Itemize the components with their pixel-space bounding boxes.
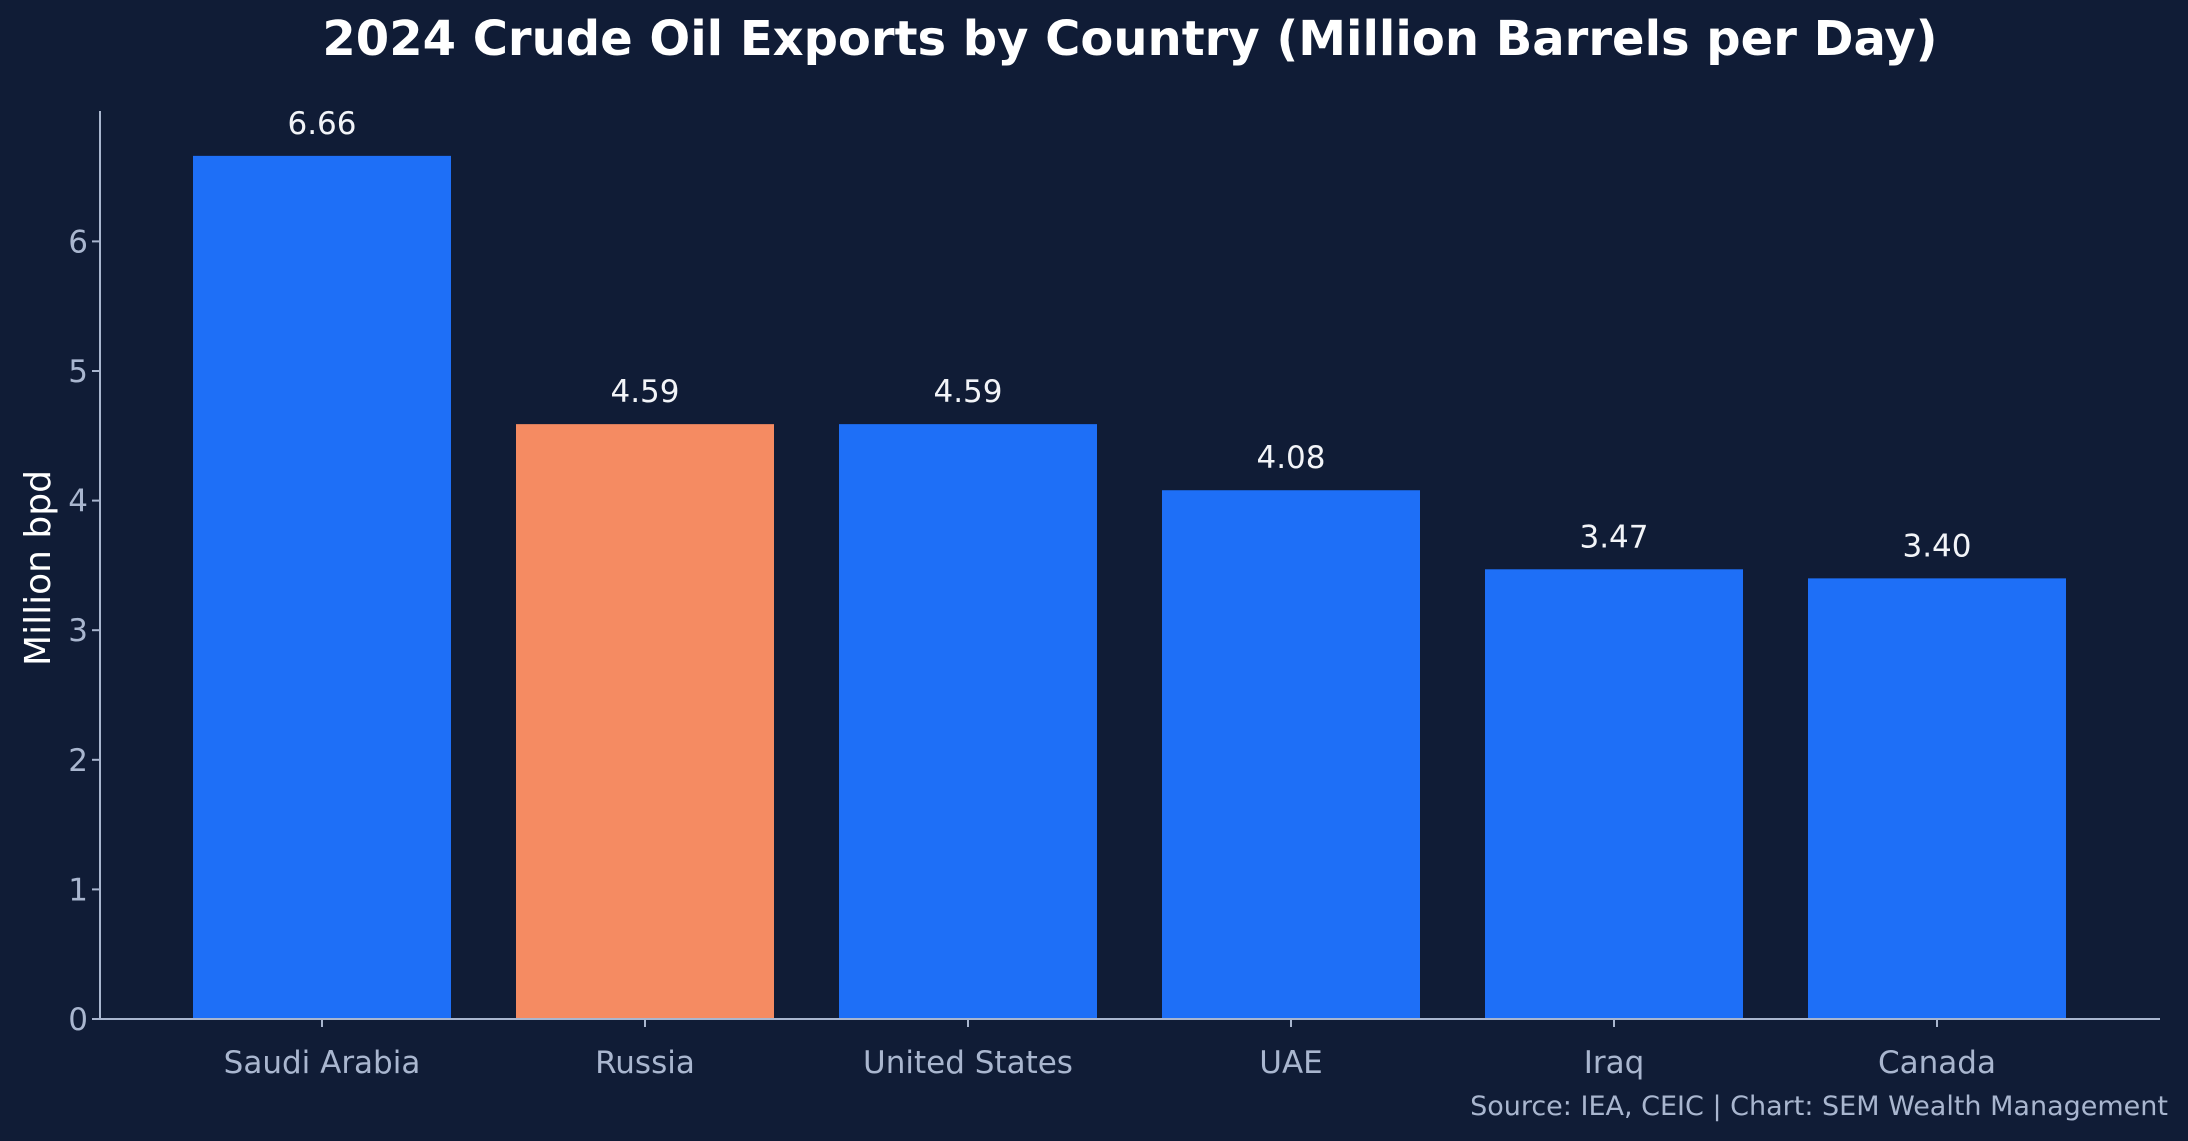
x-tick-label: Russia: [595, 1045, 695, 1081]
y-tick-label: 2: [68, 743, 88, 779]
value-labels: 6.66 4.59 4.59 4.08 3.47 3.40: [287, 106, 1971, 564]
y-tick-label: 1: [68, 872, 88, 908]
source-note: Source: IEA, CEIC | Chart: SEM Wealth Ma…: [1470, 1091, 2168, 1122]
bar-value-label: 4.59: [933, 374, 1002, 410]
bar: [1162, 490, 1420, 1019]
y-tick-label: 5: [68, 354, 88, 390]
bars: [193, 155, 2066, 1019]
chart-title: 2024 Crude Oil Exports by Country (Milli…: [322, 11, 1937, 67]
x-tick-label: Canada: [1878, 1045, 1996, 1081]
x-tick-label: Iraq: [1584, 1045, 1645, 1081]
y-tick-label: 3: [68, 613, 88, 649]
x-tick-label: UAE: [1259, 1045, 1322, 1081]
y-tick-label: 4: [68, 484, 88, 520]
bar-value-label: 4.08: [1256, 440, 1325, 476]
bar-value-label: 6.66: [287, 106, 356, 142]
bar: [839, 424, 1097, 1019]
bar: [193, 155, 451, 1019]
bar: [516, 424, 774, 1019]
bar: [1485, 569, 1743, 1019]
y-axis-ticks: 0 1 2 3 4 5 6: [68, 224, 100, 1038]
x-axis-ticks: Saudi Arabia Russia United States UAE Iraq Ca…: [224, 1019, 1996, 1081]
y-axis-label: Million bpd: [18, 470, 59, 666]
y-tick-label: 6: [68, 224, 88, 260]
x-tick-label: Saudi Arabia: [224, 1045, 421, 1081]
bar-value-label: 3.40: [1902, 528, 1971, 564]
bar: [1808, 578, 2066, 1019]
bar-value-label: 3.47: [1579, 519, 1648, 555]
bar-value-label: 4.59: [610, 374, 679, 410]
x-tick-label: United States: [863, 1045, 1073, 1081]
y-tick-label: 0: [68, 1002, 88, 1038]
